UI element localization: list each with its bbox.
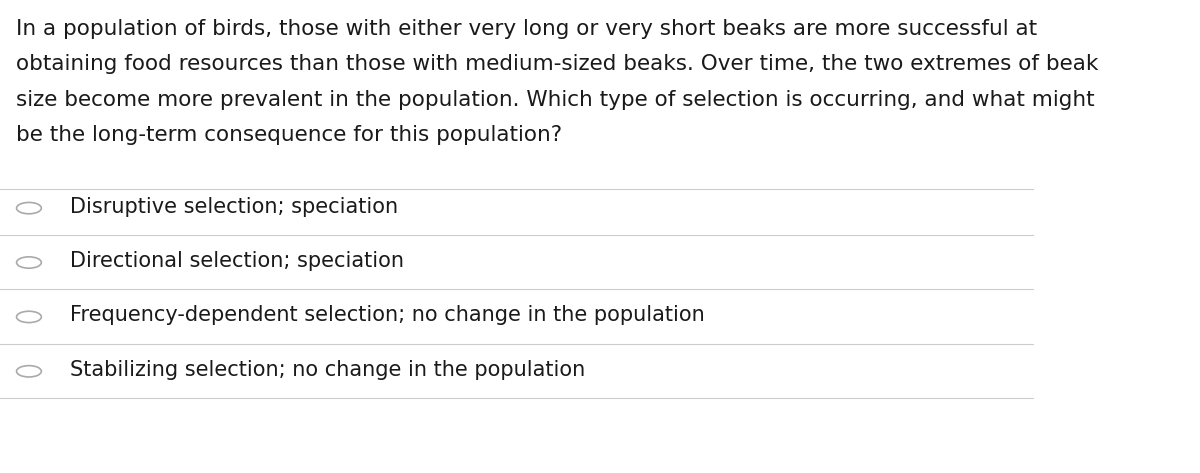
Text: obtaining food resources than those with medium-sized beaks. Over time, the two : obtaining food resources than those with… [16,54,1098,74]
Text: In a population of birds, those with either very long or very short beaks are mo: In a population of birds, those with eit… [16,19,1037,39]
Text: Directional selection; speciation: Directional selection; speciation [71,251,404,271]
Text: Frequency-dependent selection; no change in the population: Frequency-dependent selection; no change… [71,306,706,325]
Text: Stabilizing selection; no change in the population: Stabilizing selection; no change in the … [71,360,586,380]
Text: Disruptive selection; speciation: Disruptive selection; speciation [71,197,398,217]
Text: be the long-term consequence for this population?: be the long-term consequence for this po… [16,125,562,145]
Text: size become more prevalent in the population. Which type of selection is occurri: size become more prevalent in the popula… [16,90,1094,110]
